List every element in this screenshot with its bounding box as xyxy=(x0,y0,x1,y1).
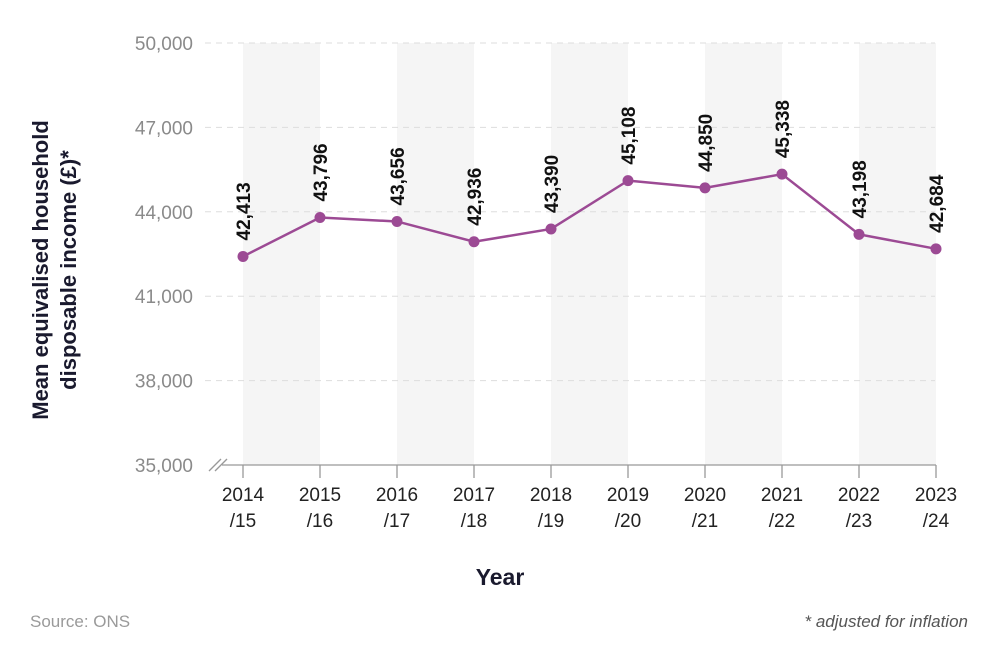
y-tick-label: 50,000 xyxy=(135,34,193,55)
y-axis-title: disposable income (£)* xyxy=(56,150,81,390)
data-label: 42,936 xyxy=(465,168,486,226)
x-tick-label: /23 xyxy=(846,511,872,532)
data-point xyxy=(391,215,403,227)
data-label: 43,796 xyxy=(311,143,332,201)
data-label: 43,390 xyxy=(542,155,563,213)
x-tick-label: /15 xyxy=(230,511,256,532)
axis-break-mark xyxy=(214,458,228,472)
x-tick-label: 2015 xyxy=(299,485,341,506)
data-label: 45,108 xyxy=(619,107,640,165)
x-tick-label: /24 xyxy=(923,511,950,532)
data-point xyxy=(545,223,557,235)
data-point xyxy=(930,243,942,255)
x-tick-label: 2023 xyxy=(915,485,957,506)
x-tick-label: /17 xyxy=(384,511,410,532)
x-tick-label: /21 xyxy=(692,511,718,532)
data-point xyxy=(237,250,249,262)
x-tick-label: 2020 xyxy=(684,485,726,506)
column-band xyxy=(705,43,782,465)
series-line xyxy=(242,172,937,258)
data-label: 43,656 xyxy=(388,147,409,205)
data-label: 43,198 xyxy=(850,160,871,218)
source-note: Source: ONS xyxy=(30,612,131,631)
y-axis-title: Mean equivalised household xyxy=(28,120,53,420)
y-tick-label: 35,000 xyxy=(135,456,193,477)
column-band xyxy=(397,43,474,465)
x-tick-label: 2022 xyxy=(838,485,880,506)
x-tick-label: /19 xyxy=(538,511,564,532)
column-band xyxy=(243,43,320,465)
data-point xyxy=(622,175,634,187)
data-label: 45,338 xyxy=(773,100,794,158)
x-tick-label: 2014 xyxy=(222,485,265,506)
y-tick-label: 38,000 xyxy=(135,372,193,393)
data-label: 42,413 xyxy=(234,182,255,240)
data-point xyxy=(776,168,788,180)
column-band xyxy=(859,43,936,465)
data-label: 44,850 xyxy=(696,114,717,172)
x-tick-label: 2021 xyxy=(761,485,803,506)
x-tick-label: /20 xyxy=(615,511,641,532)
data-point xyxy=(699,182,711,194)
x-tick-label: /22 xyxy=(769,511,795,532)
y-tick-label: 47,000 xyxy=(135,118,193,139)
inflation-note: * adjusted for inflation xyxy=(804,612,969,631)
x-tick-label: /18 xyxy=(461,511,487,532)
x-tick-label: 2016 xyxy=(376,485,418,506)
x-tick-label: 2018 xyxy=(530,485,572,506)
y-tick-label: 41,000 xyxy=(135,287,193,308)
column-band xyxy=(551,43,628,465)
y-tick-label: 44,000 xyxy=(135,203,193,224)
data-point xyxy=(314,212,326,224)
data-point xyxy=(468,236,480,248)
x-tick-label: /16 xyxy=(307,511,333,532)
x-tick-label: 2017 xyxy=(453,485,495,506)
x-tick-label: 2019 xyxy=(607,485,649,506)
x-axis-title: Year xyxy=(476,564,525,590)
data-point xyxy=(853,228,865,240)
axis-break-mark xyxy=(208,458,222,472)
data-label: 42,684 xyxy=(927,174,948,233)
